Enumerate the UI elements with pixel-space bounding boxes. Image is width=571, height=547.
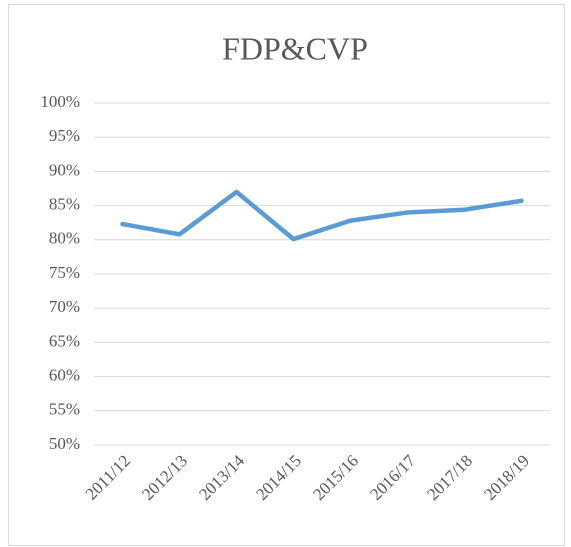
y-tick-label: 80% — [49, 229, 80, 248]
chart-frame — [8, 4, 565, 546]
data-line — [120, 189, 524, 242]
y-tick-label: 85% — [49, 195, 80, 214]
y-tick-label: 50% — [49, 434, 80, 453]
y-tick-label: 55% — [49, 400, 80, 419]
y-tick-label: 70% — [49, 297, 80, 316]
y-tick-label: 100% — [40, 92, 80, 111]
y-tick-label: 60% — [49, 366, 80, 385]
y-tick-label: 95% — [49, 126, 80, 145]
y-tick-label: 90% — [49, 160, 80, 179]
chart-title: FDP&CVP — [222, 30, 368, 66]
y-tick-label: 75% — [49, 263, 80, 282]
y-tick-label: 65% — [49, 331, 80, 350]
